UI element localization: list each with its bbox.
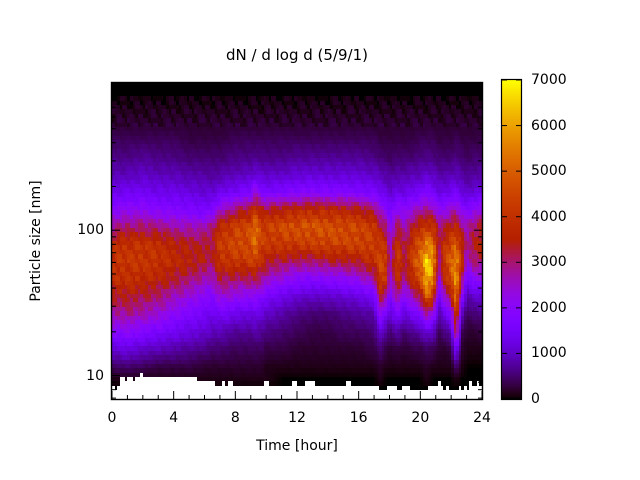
x-tick-label: 16: [349, 410, 368, 426]
plot-border: [110, 81, 484, 401]
colorbar-tick-label: 7000: [531, 72, 567, 88]
x-tick-label: 0: [107, 410, 117, 426]
x-tick-label: 20: [411, 410, 430, 426]
heatmap-canvas: [112, 83, 482, 399]
colorbar-tick-label: 3000: [531, 254, 567, 271]
colorbar-tick-label: 6000: [531, 117, 567, 134]
colorbar-tick-label: 0: [531, 391, 540, 407]
colorbar-tick-label: 1000: [531, 345, 567, 362]
colorbar-tick-label: 5000: [531, 163, 567, 180]
y-tick-label: 10: [86, 367, 104, 384]
x-tick-label: 8: [230, 410, 240, 426]
x-tick-label: 4: [169, 410, 179, 426]
y-tick-label: 100: [77, 222, 104, 239]
x-axis-label: Time [hour]: [256, 438, 338, 454]
colorbar-tick-label: 4000: [531, 208, 567, 225]
colorbar-canvas: [502, 80, 521, 399]
colorbar-tick-label: 2000: [531, 299, 567, 316]
x-tick-label: 12: [288, 410, 306, 426]
x-tick-label: 24: [473, 410, 491, 426]
colorbar-border: [500, 78, 523, 401]
chart-title: dN / d log d (5/9/1): [226, 46, 368, 64]
